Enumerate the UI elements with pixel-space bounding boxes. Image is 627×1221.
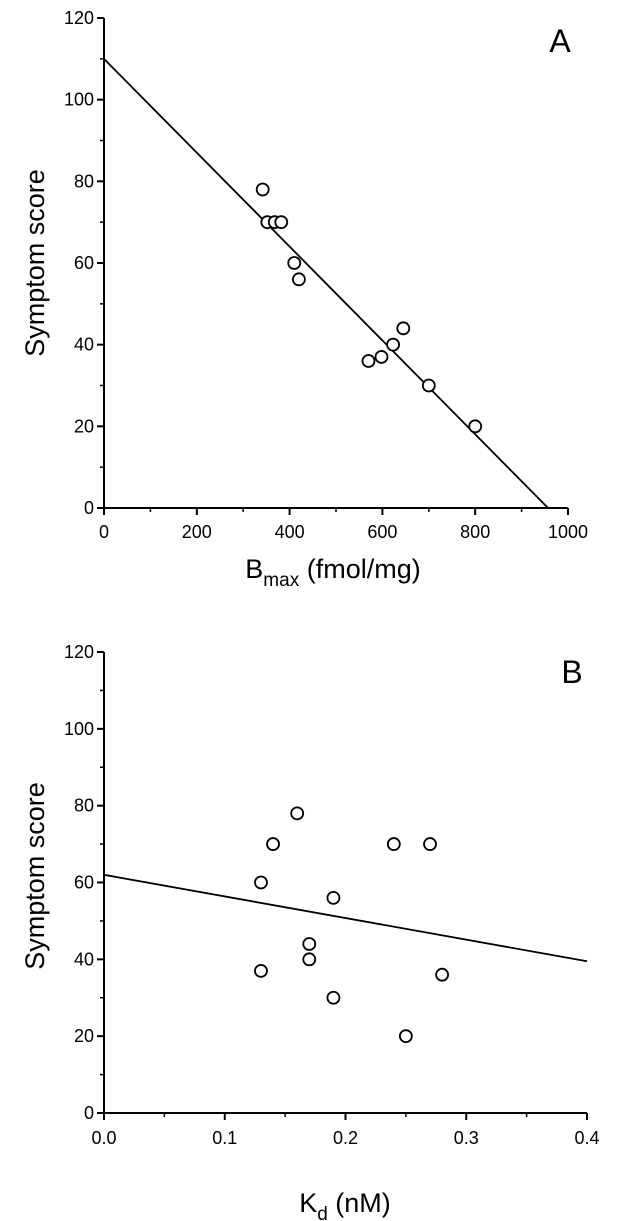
y-tick-label: 40 (74, 335, 94, 355)
data-point (326, 890, 341, 905)
x-tick-label: 0.2 (333, 1128, 358, 1148)
y-tick-label: 80 (74, 171, 94, 191)
x-tick-label: 600 (367, 522, 397, 542)
x-tick-label: 800 (460, 522, 490, 542)
data-point (374, 350, 389, 364)
data-point (326, 990, 341, 1005)
data-point (254, 963, 268, 978)
data-point (287, 256, 302, 270)
y-tick-label: 20 (74, 1026, 94, 1046)
data-point (386, 337, 400, 352)
data-point (396, 321, 411, 336)
x-tick-label: 0.0 (91, 1128, 116, 1148)
chart-panel-a: 0 20 40 60 80 100 120 0 200 400 600 800 1000 A Symptom… (20, 8, 588, 591)
x-tick-label: 0.4 (574, 1128, 599, 1148)
y-tick-label: 120 (64, 8, 94, 28)
chart-panel-b: 0 20 40 60 80 100 120 0.0 0.1 0.2 0.3 0.4 B Symptom s… (20, 642, 600, 1221)
x-tick-label: 400 (275, 522, 305, 542)
y-tick-label: 40 (74, 949, 94, 969)
x-tick-label: 0.1 (212, 1128, 237, 1148)
data-point (291, 272, 306, 287)
regression-line (103, 58, 549, 509)
data-point (386, 837, 401, 851)
y-tick-label: 100 (64, 719, 94, 739)
x-tick-label: 0 (99, 522, 109, 542)
y-tick-label: 120 (64, 642, 94, 662)
data-point (423, 837, 437, 851)
x-tick-label: 1000 (548, 522, 588, 542)
regression-line (103, 873, 588, 963)
x-tick-label: 200 (182, 522, 212, 542)
x-axis-title: Kd (nM) (299, 1188, 391, 1221)
panel-label: A (549, 23, 571, 59)
y-tick-label: 0 (84, 498, 94, 518)
y-axis-title: Symptom score (20, 169, 50, 357)
data-point (255, 182, 270, 197)
x-tick-label: 0.3 (454, 1128, 479, 1148)
data-point (361, 354, 376, 368)
data-point (302, 952, 317, 967)
y-tick-label: 0 (84, 1103, 94, 1123)
y-tick-label: 20 (74, 416, 94, 436)
panel-label: B (561, 654, 582, 690)
data-point (302, 937, 317, 951)
y-tick-label: 60 (74, 873, 94, 893)
data-point (421, 378, 436, 393)
data-point (290, 806, 305, 821)
data-point (266, 837, 280, 851)
y-tick-label: 60 (74, 253, 94, 273)
y-tick-label: 80 (74, 796, 94, 816)
data-point (468, 419, 483, 434)
x-axis-title: Bmax (fmol/mg) (245, 554, 420, 591)
data-point (398, 1029, 413, 1044)
data-point (254, 875, 268, 890)
y-tick-label: 100 (64, 90, 94, 110)
y-axis-title: Symptom score (20, 782, 50, 970)
data-point (274, 215, 289, 230)
data-point (435, 967, 450, 982)
